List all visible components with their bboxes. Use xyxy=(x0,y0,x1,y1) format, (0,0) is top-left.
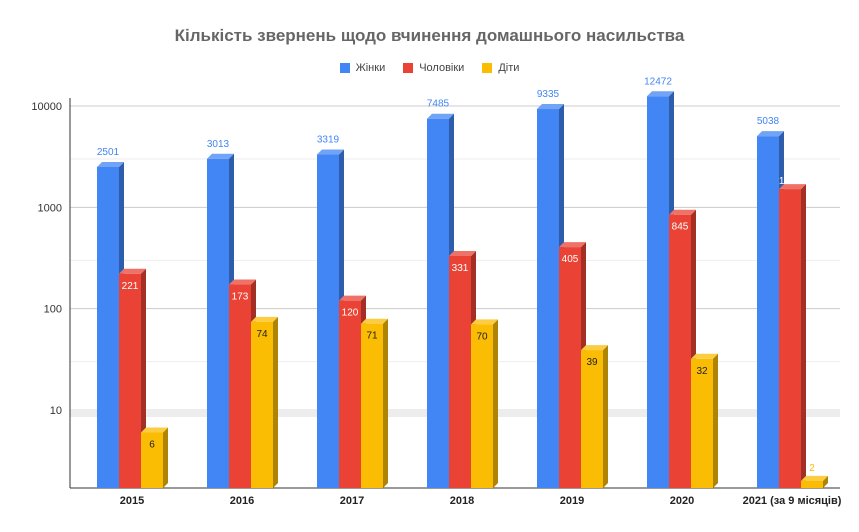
bar-side-2-5 xyxy=(713,353,718,488)
data-label-1-0: 221 xyxy=(122,281,139,292)
bar-top-1-0 xyxy=(119,268,146,274)
bar-side-2-6 xyxy=(823,475,828,488)
data-label-0-2: 3319 xyxy=(317,135,340,146)
bar-top-0-1 xyxy=(207,153,234,159)
data-label-0-3: 7485 xyxy=(427,99,450,110)
x-tick-label-0: 2015 xyxy=(120,495,144,507)
bar-top-0-0 xyxy=(97,161,124,167)
bar-top-1-6 xyxy=(779,184,806,190)
bar-0-0 xyxy=(97,166,119,488)
data-label-2-3: 70 xyxy=(476,331,488,342)
data-label-2-5: 32 xyxy=(696,366,708,377)
bar-top-0-3 xyxy=(427,113,454,119)
bar-top-0-2 xyxy=(317,149,344,155)
bar-top-1-1 xyxy=(229,279,256,285)
bar-1-1 xyxy=(229,284,251,488)
x-tick-label-5: 2020 xyxy=(670,495,694,507)
bar-top-0-5 xyxy=(647,91,674,97)
x-tick-label-4: 2019 xyxy=(560,495,584,507)
chart-title: Кількість звернень щодо вчинення домашнь… xyxy=(174,26,685,45)
bar-1-0 xyxy=(119,273,141,488)
bar-side-2-1 xyxy=(273,316,278,488)
legend-label-men: Чоловіки xyxy=(419,62,465,74)
data-label-2-2: 71 xyxy=(366,331,378,342)
bar-2-5 xyxy=(691,358,713,488)
legend-swatch-children xyxy=(482,63,493,73)
data-label-2-6: 2 xyxy=(809,463,815,474)
legend-swatch-men xyxy=(403,63,414,73)
bar-1-3 xyxy=(449,255,471,488)
x-tick-label-1: 2016 xyxy=(230,495,254,507)
bar-2-2 xyxy=(361,323,383,488)
data-label-1-1: 173 xyxy=(232,292,249,303)
bar-top-2-1 xyxy=(251,316,278,322)
x-tick-label-3: 2018 xyxy=(450,495,474,507)
legend-item-women[interactable]: Жінки xyxy=(339,62,386,74)
bar-2-3 xyxy=(471,324,493,488)
bar-top-2-2 xyxy=(361,318,388,324)
data-label-1-3: 331 xyxy=(452,263,469,274)
bar-top-2-5 xyxy=(691,353,718,359)
data-label-2-4: 39 xyxy=(586,357,598,368)
bar-1-6 xyxy=(779,189,801,488)
bar-top-1-3 xyxy=(449,250,476,256)
bar-0-1 xyxy=(207,158,229,489)
bar-side-1-6 xyxy=(801,184,806,488)
data-label-0-5: 12472 xyxy=(644,76,672,87)
legend-item-men[interactable]: Чоловіки xyxy=(403,62,464,74)
data-label-0-6: 5038 xyxy=(757,116,780,127)
bar-1-2 xyxy=(339,300,361,488)
bar-2-6 xyxy=(801,480,823,488)
bar-0-3 xyxy=(427,118,449,488)
bar-top-0-6 xyxy=(757,131,784,137)
legend-label-women: Жінки xyxy=(355,62,386,74)
bar-top-1-5 xyxy=(669,209,696,215)
y-tick-label-0: 10 xyxy=(50,405,62,417)
legend-item-children[interactable]: Діти xyxy=(482,62,519,74)
bar-0-2 xyxy=(317,154,339,488)
bar-top-1-2 xyxy=(339,295,366,301)
y-tick-label-3: 10000 xyxy=(31,101,62,113)
bar-1-5 xyxy=(669,214,691,489)
data-label-0-4: 9335 xyxy=(537,89,560,100)
bar-top-0-4 xyxy=(537,104,564,110)
bar-top-2-0 xyxy=(141,427,168,433)
data-label-0-0: 2501 xyxy=(97,147,120,158)
bar-top-1-4 xyxy=(559,242,586,248)
bar-top-2-3 xyxy=(471,319,498,325)
legend: Жінки Чоловіки Діти xyxy=(0,62,859,74)
data-label-1-6: 1513 xyxy=(779,176,802,187)
bar-side-2-4 xyxy=(603,345,608,488)
legend-swatch-women xyxy=(339,63,350,73)
x-tick-label-6: 2021 (за 9 місяців) xyxy=(743,495,842,507)
bar-0-5 xyxy=(647,96,669,488)
bar-2-0 xyxy=(141,432,163,488)
legend-label-children: Діти xyxy=(498,62,520,74)
bar-0-4 xyxy=(537,109,559,488)
data-label-1-2: 120 xyxy=(342,308,359,319)
bar-2-1 xyxy=(251,321,273,488)
bar-top-2-6 xyxy=(801,475,828,481)
data-label-2-0: 6 xyxy=(149,439,155,450)
y-tick-label-2: 1000 xyxy=(38,202,62,214)
y-tick-label-1: 100 xyxy=(44,304,62,316)
data-label-0-1: 3013 xyxy=(207,139,230,150)
data-label-1-4: 405 xyxy=(562,254,579,265)
bar-side-2-3 xyxy=(493,319,498,488)
bar-side-2-2 xyxy=(383,318,388,488)
bar-side-2-0 xyxy=(163,427,168,488)
bar-2-4 xyxy=(581,350,603,488)
bar-top-2-4 xyxy=(581,345,608,351)
x-tick-label-2: 2017 xyxy=(340,495,364,507)
bar-1-4 xyxy=(559,247,581,488)
bar-0-6 xyxy=(757,136,779,488)
data-label-1-5: 845 xyxy=(672,222,689,233)
data-label-2-1: 74 xyxy=(256,329,268,340)
